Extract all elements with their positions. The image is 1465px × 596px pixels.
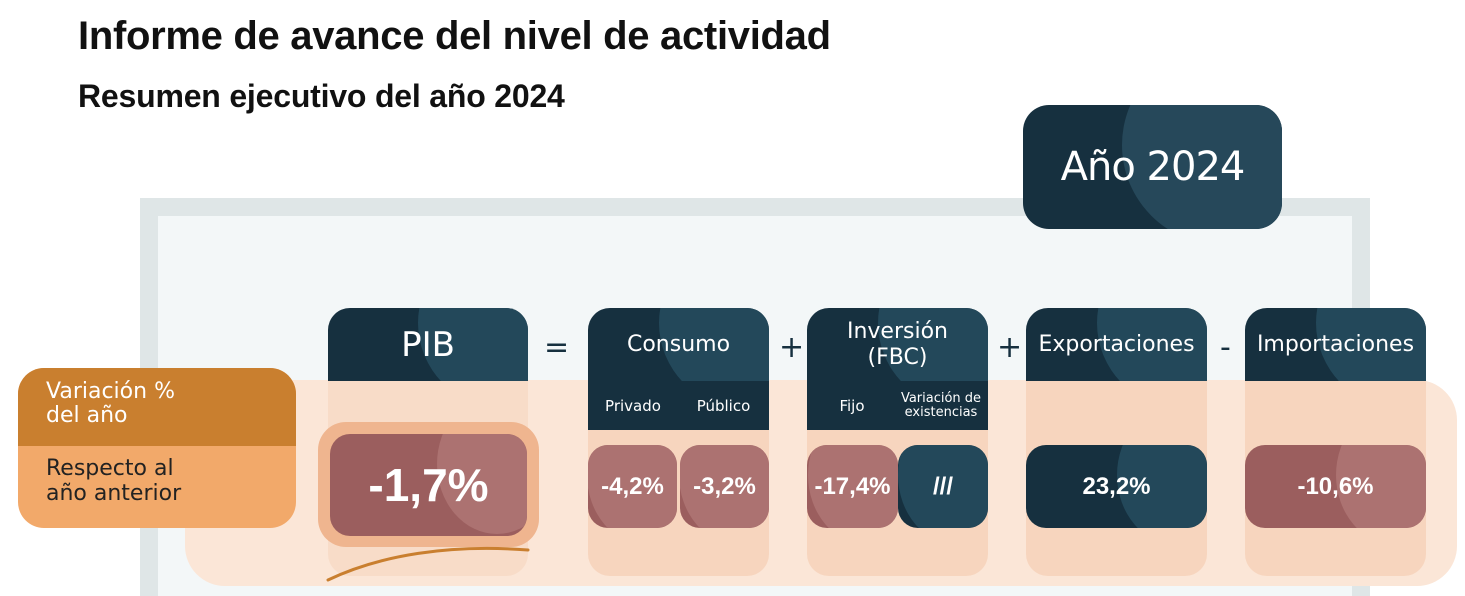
- header-consumo: Consumo: [588, 308, 769, 381]
- value-privado-text: -4,2%: [601, 472, 664, 500]
- row-label-metric: Variación % del año: [46, 379, 175, 428]
- header-exportaciones: Exportaciones: [1026, 308, 1207, 381]
- header-importaciones-label: Importaciones: [1256, 331, 1415, 357]
- value-importaciones-text: -10,6%: [1297, 472, 1374, 500]
- subheader-existencias: Variación de existencias: [900, 390, 982, 420]
- value-fijo-text: -17,4%: [814, 472, 891, 500]
- value-existencias-text: ///: [932, 472, 953, 500]
- value-publico: -3,2%: [680, 445, 769, 528]
- page-title: Informe de avance del nivel de actividad: [78, 14, 831, 58]
- row-label: Variación % del año Respecto al año ante…: [18, 368, 296, 528]
- subheader-privado: Privado: [605, 396, 661, 415]
- value-existencias: ///: [898, 445, 988, 528]
- subheader-inversion: [807, 381, 988, 430]
- value-fijo: -17,4%: [807, 445, 898, 528]
- header-importaciones: Importaciones: [1245, 308, 1426, 381]
- row-label-comparison: Respecto al año anterior: [46, 456, 182, 506]
- page-subtitle: Resumen ejecutivo del año 2024: [78, 78, 565, 114]
- decorative-swoosh: [326, 546, 530, 582]
- value-pib: -1,7%: [330, 434, 527, 536]
- operator-equals: =: [544, 330, 570, 365]
- header-inversion: Inversión (FBC): [807, 308, 988, 381]
- subheader-publico: Público: [696, 396, 751, 415]
- value-privado: -4,2%: [588, 445, 677, 528]
- value-importaciones: -10,6%: [1245, 445, 1426, 528]
- header-pib-label: PIB: [401, 324, 455, 365]
- year-label: Año 2024: [1060, 144, 1246, 190]
- operator-plus-2: +: [997, 330, 1023, 365]
- subheader-fijo: Fijo: [839, 396, 865, 415]
- value-exportaciones: 23,2%: [1026, 445, 1207, 528]
- operator-minus: -: [1220, 330, 1231, 365]
- value-publico-text: -3,2%: [693, 472, 756, 500]
- value-exportaciones-text: 23,2%: [1082, 472, 1151, 500]
- subheader-consumo: [588, 381, 769, 430]
- year-badge: Año 2024: [1023, 105, 1282, 229]
- header-consumo-label: Consumo: [626, 331, 731, 357]
- header-inversion-label: Inversión (FBC): [846, 318, 948, 370]
- header-pib: PIB: [328, 308, 528, 381]
- row-label-top-band: [18, 368, 296, 446]
- value-pib-text: -1,7%: [368, 459, 489, 511]
- header-exportaciones-label: Exportaciones: [1038, 331, 1195, 357]
- operator-plus-1: +: [779, 330, 805, 365]
